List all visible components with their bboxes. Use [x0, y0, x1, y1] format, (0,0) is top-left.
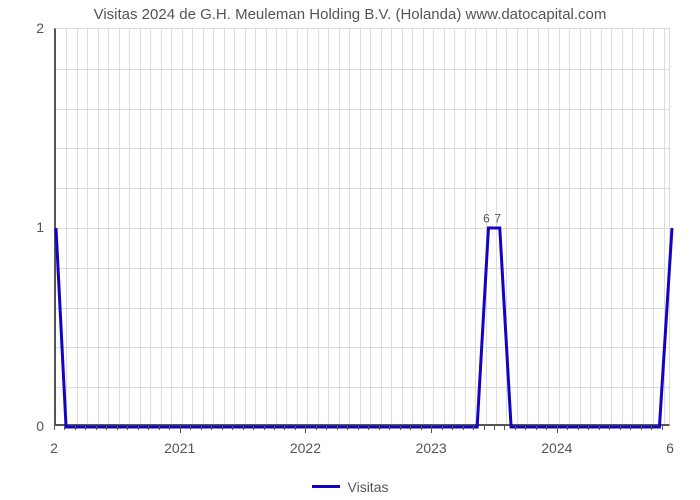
x-minor-tick	[347, 426, 348, 430]
x-minor-tick	[232, 426, 233, 430]
visits-line-chart: Visitas 2024 de G.H. Meuleman Holding B.…	[0, 0, 700, 500]
x-minor-tick	[389, 426, 390, 430]
y-tick-label: 1	[24, 219, 44, 235]
x-minor-tick	[421, 426, 422, 430]
x-minor-tick	[85, 426, 86, 430]
x-minor-tick	[180, 426, 181, 433]
x-minor-tick	[452, 426, 453, 430]
x-tick-label: 2021	[164, 440, 195, 456]
x-minor-tick	[201, 426, 202, 430]
plot-area	[54, 28, 670, 426]
x-minor-tick	[410, 426, 411, 430]
x-minor-tick	[494, 426, 495, 430]
x-minor-tick	[400, 426, 401, 430]
x-tick-label: 2024	[541, 440, 572, 456]
x-minor-tick	[442, 426, 443, 430]
x-minor-tick	[117, 426, 118, 430]
x-minor-tick	[253, 426, 254, 430]
x-minor-tick	[148, 426, 149, 430]
x-minor-tick	[64, 426, 65, 430]
x-minor-tick	[305, 426, 306, 433]
x-minor-tick	[127, 426, 128, 430]
x-minor-tick	[358, 426, 359, 430]
x-minor-tick	[316, 426, 317, 430]
x-minor-tick	[337, 426, 338, 430]
x-minor-tick	[578, 426, 579, 430]
series-layer	[56, 29, 672, 427]
x-minor-tick	[651, 426, 652, 430]
x-minor-tick	[211, 426, 212, 430]
x-minor-tick	[515, 426, 516, 430]
x-minor-tick	[169, 426, 170, 430]
x-minor-tick	[620, 426, 621, 430]
x-minor-tick	[473, 426, 474, 430]
x-edge-label-right: 6	[666, 440, 674, 456]
x-minor-tick	[599, 426, 600, 430]
x-minor-tick	[190, 426, 191, 430]
legend: Visitas	[0, 475, 700, 495]
x-minor-tick	[379, 426, 380, 430]
x-minor-tick	[557, 426, 558, 433]
x-minor-tick	[567, 426, 568, 430]
x-minor-tick	[463, 426, 464, 430]
x-minor-tick	[662, 426, 663, 430]
x-minor-tick	[138, 426, 139, 430]
series-line-visitas	[56, 228, 672, 427]
x-edge-label-left: 2	[50, 440, 58, 456]
legend-label: Visitas	[348, 479, 389, 495]
x-minor-tick	[484, 426, 485, 430]
x-minor-tick	[630, 426, 631, 430]
x-minor-tick	[243, 426, 244, 430]
data-callout: 6	[483, 212, 490, 226]
legend-swatch	[312, 485, 340, 488]
x-minor-tick	[96, 426, 97, 430]
x-minor-tick	[504, 426, 505, 430]
x-minor-tick	[326, 426, 327, 430]
y-tick-label: 0	[24, 418, 44, 434]
x-minor-tick	[368, 426, 369, 430]
x-minor-tick	[588, 426, 589, 430]
chart-title: Visitas 2024 de G.H. Meuleman Holding B.…	[0, 0, 700, 23]
y-tick-label: 2	[24, 20, 44, 36]
x-minor-tick	[264, 426, 265, 430]
x-minor-tick	[546, 426, 547, 430]
x-minor-tick	[75, 426, 76, 430]
x-minor-tick	[536, 426, 537, 430]
x-minor-tick	[284, 426, 285, 430]
x-tick-label: 2022	[290, 440, 321, 456]
x-minor-tick	[431, 426, 432, 433]
x-minor-tick	[54, 426, 55, 430]
data-callout: 7	[494, 212, 501, 226]
x-minor-tick	[159, 426, 160, 430]
x-minor-tick	[106, 426, 107, 430]
x-minor-tick	[641, 426, 642, 430]
legend-item-visitas: Visitas	[312, 479, 389, 495]
x-minor-tick	[609, 426, 610, 430]
x-tick-label: 2023	[416, 440, 447, 456]
x-minor-tick	[525, 426, 526, 430]
x-minor-tick	[274, 426, 275, 430]
x-minor-tick	[222, 426, 223, 430]
x-minor-tick	[295, 426, 296, 430]
